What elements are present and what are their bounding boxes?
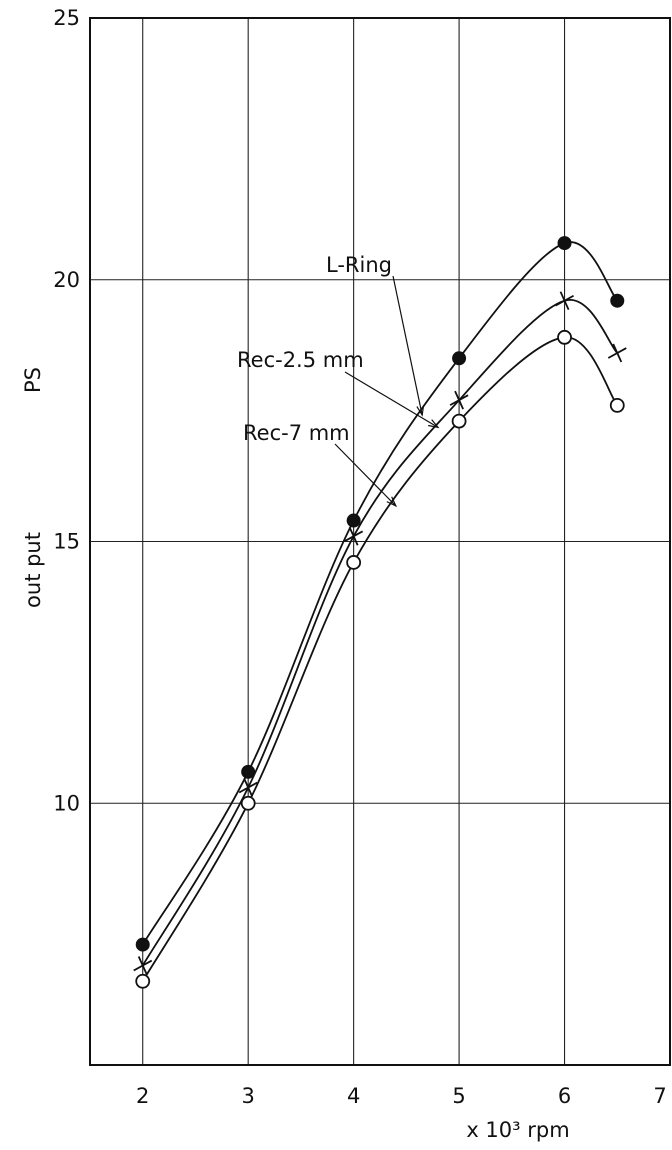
x-tick-label-2: 2 (136, 1084, 149, 1108)
data-point-s1-5 (607, 343, 627, 363)
y-tick-label-20: 20 (53, 268, 80, 292)
leader-arrowhead-0 (416, 405, 425, 417)
series-markers (133, 236, 627, 989)
data-point-s2-2 (346, 555, 362, 570)
data-point-s2-4 (557, 329, 572, 345)
data-point-s0-1 (241, 764, 256, 779)
data-point-s2-3 (451, 413, 467, 429)
data-point-s0-2 (346, 513, 361, 528)
y-axis-label-line-2: PS (21, 367, 45, 393)
x-tick-label-4: 4 (347, 1084, 360, 1108)
leader-arrowhead-1 (428, 419, 440, 429)
data-point-s0-3 (452, 351, 467, 366)
data-point-s1-3 (449, 390, 469, 410)
leader-line-2 (334, 443, 397, 507)
grid (90, 18, 670, 1065)
leader-line-0 (392, 275, 423, 416)
x-tick-label-7: 7 (653, 1084, 666, 1108)
data-point-s1-0 (133, 956, 153, 975)
data-point-s2-0 (135, 973, 151, 989)
data-point-s1-4 (555, 291, 574, 311)
data-point-s1-1 (238, 778, 258, 797)
x-axis-ticks: 2 3 4 5 6 7 (136, 1084, 667, 1108)
leader-line-1 (344, 371, 439, 428)
series-line-0 (141, 241, 619, 946)
data-point-s2-5 (609, 397, 625, 413)
x-axis-label: x 10³ rpm (466, 1118, 569, 1142)
series-label-l-ring: L-Ring (326, 253, 392, 277)
series-label-rec-2-5mm: Rec-2.5 mm (237, 348, 364, 372)
data-point-s0-4 (557, 236, 572, 251)
series-label-leaders (334, 275, 440, 508)
series-label-rec-7mm: Rec-7 mm (243, 421, 350, 445)
plot-frame (89, 17, 671, 1066)
data-point-s2-1 (240, 795, 256, 811)
x-tick-label-5: 5 (452, 1084, 465, 1108)
series-curves (141, 241, 619, 982)
data-point-s0-5 (610, 293, 625, 308)
x-tick-label-6: 6 (558, 1084, 571, 1108)
y-tick-label-15: 15 (53, 530, 80, 554)
y-axis-ticks: 10 15 20 25 (53, 6, 80, 815)
leader-arrowhead-2 (386, 496, 398, 508)
y-tick-label-25: 25 (53, 6, 80, 30)
data-point-s1-2 (344, 526, 364, 546)
x-tick-label-3: 3 (241, 1084, 254, 1108)
y-tick-label-10: 10 (53, 791, 80, 815)
data-point-s0-0 (135, 937, 150, 952)
y-axis-label-line-1: out put (21, 532, 45, 608)
series-line-2 (141, 336, 619, 982)
